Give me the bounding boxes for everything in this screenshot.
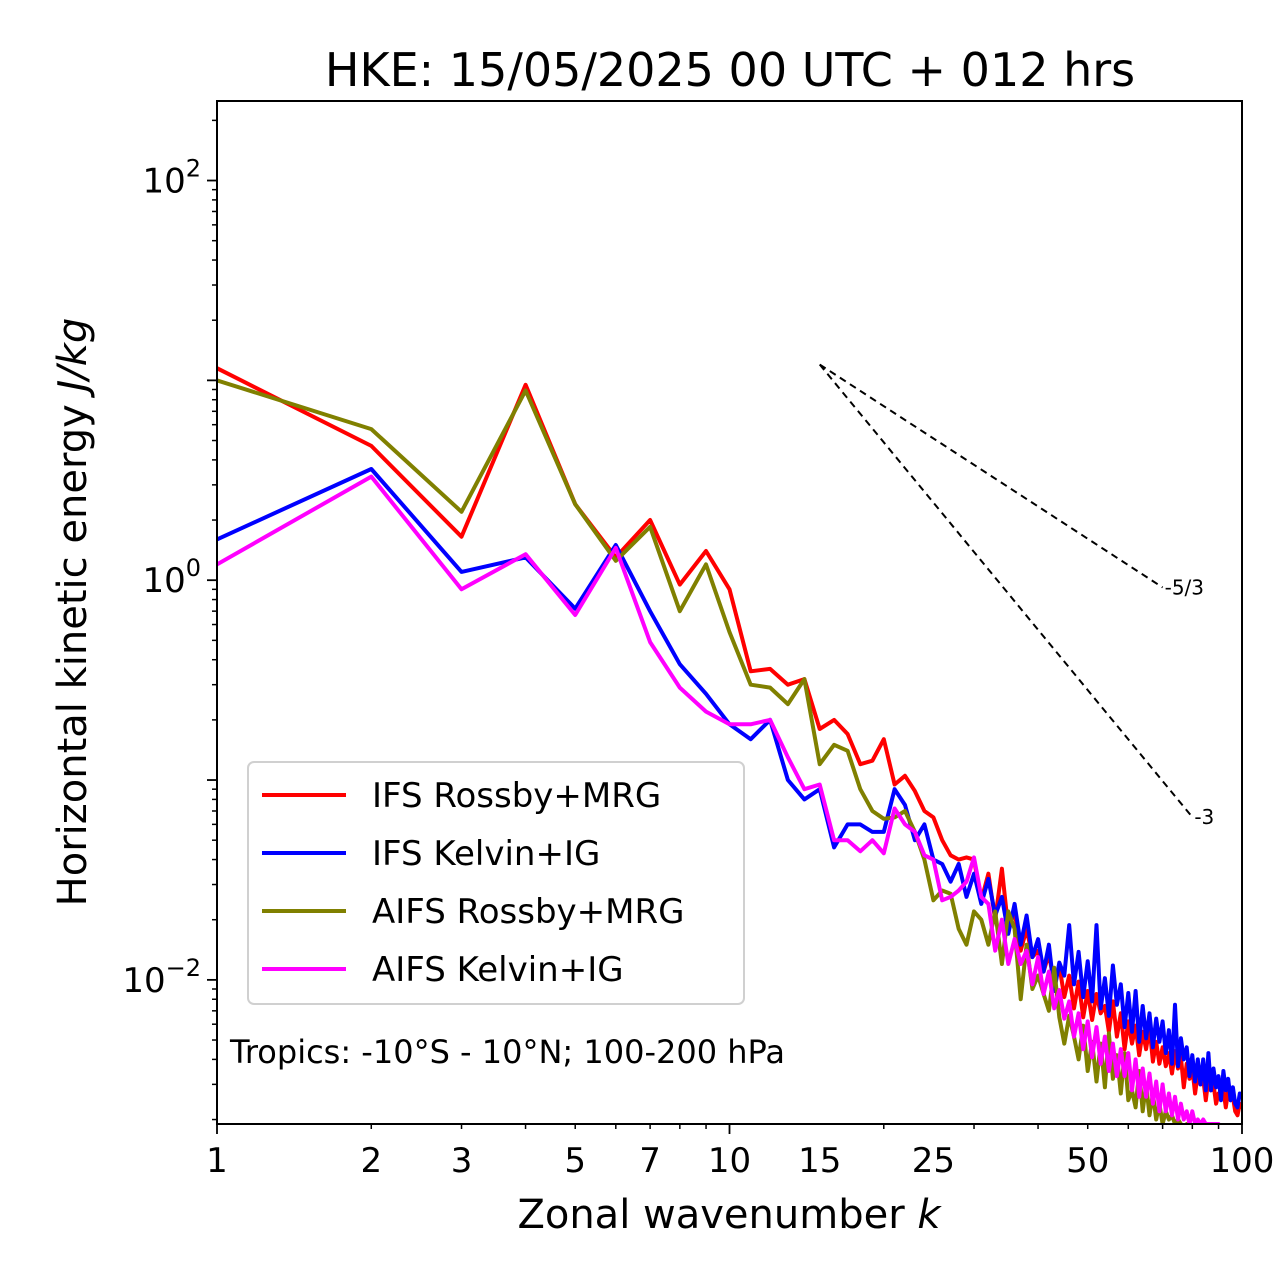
legend-label-1: IFS Rossby+MRG [372,776,661,816]
slope-line-2 [818,363,1194,818]
x-tick-label: 1 [206,1141,228,1181]
legend-label-2: IFS Kelvin+IG [372,834,600,874]
x-tick-label: 50 [1066,1141,1109,1181]
series-line-2 [217,467,1242,1110]
x-tick-label: 2 [360,1141,382,1181]
x-tick-label: 3 [451,1141,473,1181]
legend: IFS Rossby+MRG IFS Kelvin+IG AIFS Rossby+M… [247,761,745,1005]
x-tick-label: 10 [708,1141,751,1181]
plot-frame [216,100,1243,1125]
y-axis-label: Horizontal kinetic energy J/kg [50,318,96,907]
slope-line-1 [819,363,1164,589]
x-tick-label: 15 [798,1141,841,1181]
y-axis-ticks: 102 100 10−2 [122,119,217,1121]
x-axis-ticks: 1 2 3 5 7 10 15 25 50 100 [206,1124,1274,1181]
chart-title: HKE: 15/05/2025 00 UTC + 012 hrs [325,43,1135,97]
x-tick-label: 7 [639,1141,661,1181]
y-tick-label: 102 [142,155,201,202]
legend-box [247,761,745,1005]
legend-label-3: AIFS Rossby+MRG [372,892,684,932]
slope-label-2: -3 [1194,805,1214,829]
slope-label-1: -5/3 [1165,575,1204,599]
x-tick-label: 5 [564,1141,586,1181]
series-line-4 [217,474,1221,1124]
y-tick-label: 100 [142,554,201,601]
x-tick-label: 25 [912,1141,955,1181]
y-tick-label: 10−2 [122,954,201,1001]
x-tick-label: 100 [1210,1141,1275,1181]
region-annotation: Tropics: -10°S - 10°N; 100-200 hPa [229,1033,785,1071]
x-axis-label: Zonal wavenumber k [517,1192,942,1238]
series-layer [217,366,1242,1124]
reference-slopes: -5/3 -3 [818,363,1214,829]
legend-label-4: AIFS Kelvin+IG [372,950,624,990]
